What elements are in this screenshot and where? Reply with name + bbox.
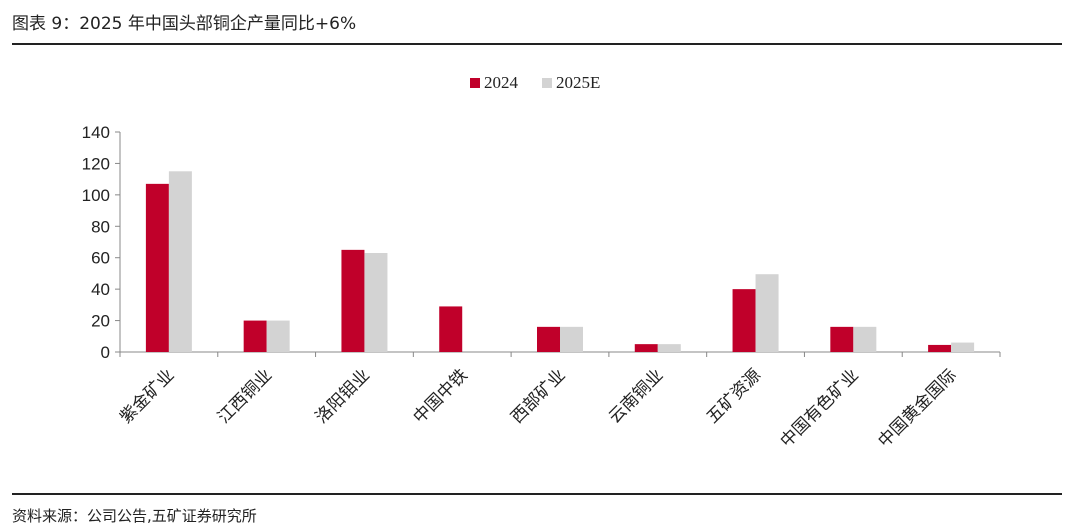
bar-2025E-中国有色矿业: [853, 326, 877, 352]
x-category-label: 中国中铁: [410, 365, 472, 427]
source-note: 资料来源：公司公告,五矿证券研究所: [12, 507, 257, 525]
x-axis: 紫金矿业 江西铜业 洛阳钼业 中国中铁 西部矿业 云南铜业 五矿资源 中国有色矿业 中国黄金国际: [116, 351, 1001, 452]
x-category-label: 洛阳钼业: [312, 365, 374, 427]
x-category-label: 西部矿业: [507, 365, 569, 427]
y-axis: 0 20 40 60 80 100 120 140: [82, 123, 121, 362]
bar-2025E-云南铜业: [657, 344, 681, 352]
legend: 2024 2025E: [470, 73, 600, 92]
bar-2024-紫金矿业: [145, 183, 169, 352]
bar-2024-云南铜业: [634, 344, 658, 352]
bar-2025E-五矿资源: [755, 274, 779, 352]
y-tick-label: 140: [82, 123, 110, 142]
figure-title: 图表 9：2025 年中国头部铜企产量同比+6%: [12, 14, 357, 34]
bar-2025E-中国黄金国际: [951, 342, 975, 352]
bar-2024-中国黄金国际: [928, 344, 952, 352]
x-category-label: 中国黄金国际: [874, 365, 960, 451]
bar-2025E-洛阳钼业: [364, 253, 388, 352]
y-tick-label: 120: [82, 154, 110, 173]
bar-2025E-西部矿业: [560, 326, 583, 352]
legend-swatch-2025E: [542, 78, 552, 88]
bars: [145, 171, 975, 352]
bar-2024-西部矿业: [537, 326, 560, 352]
bar-2025E-江西铜业: [266, 320, 290, 352]
bar-2025E-紫金矿业: [168, 171, 192, 352]
y-tick-label: 40: [91, 280, 110, 299]
x-category-label: 中国有色矿业: [777, 365, 863, 451]
bar-2024-中国有色矿业: [830, 326, 854, 352]
x-category-label: 五矿资源: [703, 365, 765, 427]
legend-label-2024: 2024: [484, 73, 519, 92]
bar-2024-洛阳钼业: [341, 249, 365, 352]
y-tick-label: 20: [91, 312, 110, 331]
y-tick-label: 0: [101, 343, 110, 362]
bar-2024-中国中铁: [439, 306, 463, 352]
top-rule: [12, 43, 1062, 45]
y-tick-label: 60: [91, 249, 110, 268]
y-tick-label: 100: [82, 186, 110, 205]
x-category-label: 云南铜业: [605, 365, 667, 427]
bar-2024-五矿资源: [732, 289, 756, 352]
x-category-label: 江西铜业: [214, 365, 276, 427]
bottom-rule: [12, 493, 1062, 495]
x-category-label: 紫金矿业: [116, 365, 178, 427]
bar-2024-江西铜业: [243, 320, 267, 352]
y-tick-label: 80: [91, 217, 110, 236]
legend-label-2025E: 2025E: [556, 73, 600, 92]
legend-swatch-2024: [470, 78, 480, 88]
